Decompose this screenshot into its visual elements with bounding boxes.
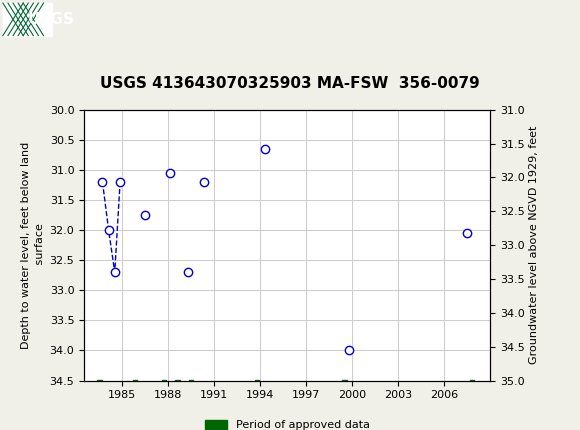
Text: USGS: USGS bbox=[28, 12, 75, 27]
Y-axis label: Groundwater level above NGVD 1929, feet: Groundwater level above NGVD 1929, feet bbox=[529, 126, 539, 364]
Bar bbox=[470, 380, 474, 387]
FancyBboxPatch shape bbox=[3, 3, 23, 36]
Bar bbox=[189, 380, 194, 387]
Y-axis label: Depth to water level, feet below land
 surface: Depth to water level, feet below land su… bbox=[21, 141, 45, 349]
Bar bbox=[162, 380, 166, 387]
FancyBboxPatch shape bbox=[3, 3, 52, 36]
Bar bbox=[255, 380, 259, 387]
Legend: Period of approved data: Period of approved data bbox=[200, 415, 374, 430]
Bar bbox=[132, 380, 137, 387]
Bar bbox=[175, 380, 180, 387]
Bar bbox=[342, 380, 347, 387]
Bar bbox=[97, 380, 102, 387]
Text: USGS 413643070325903 MA-FSW  356-0079: USGS 413643070325903 MA-FSW 356-0079 bbox=[100, 77, 480, 91]
